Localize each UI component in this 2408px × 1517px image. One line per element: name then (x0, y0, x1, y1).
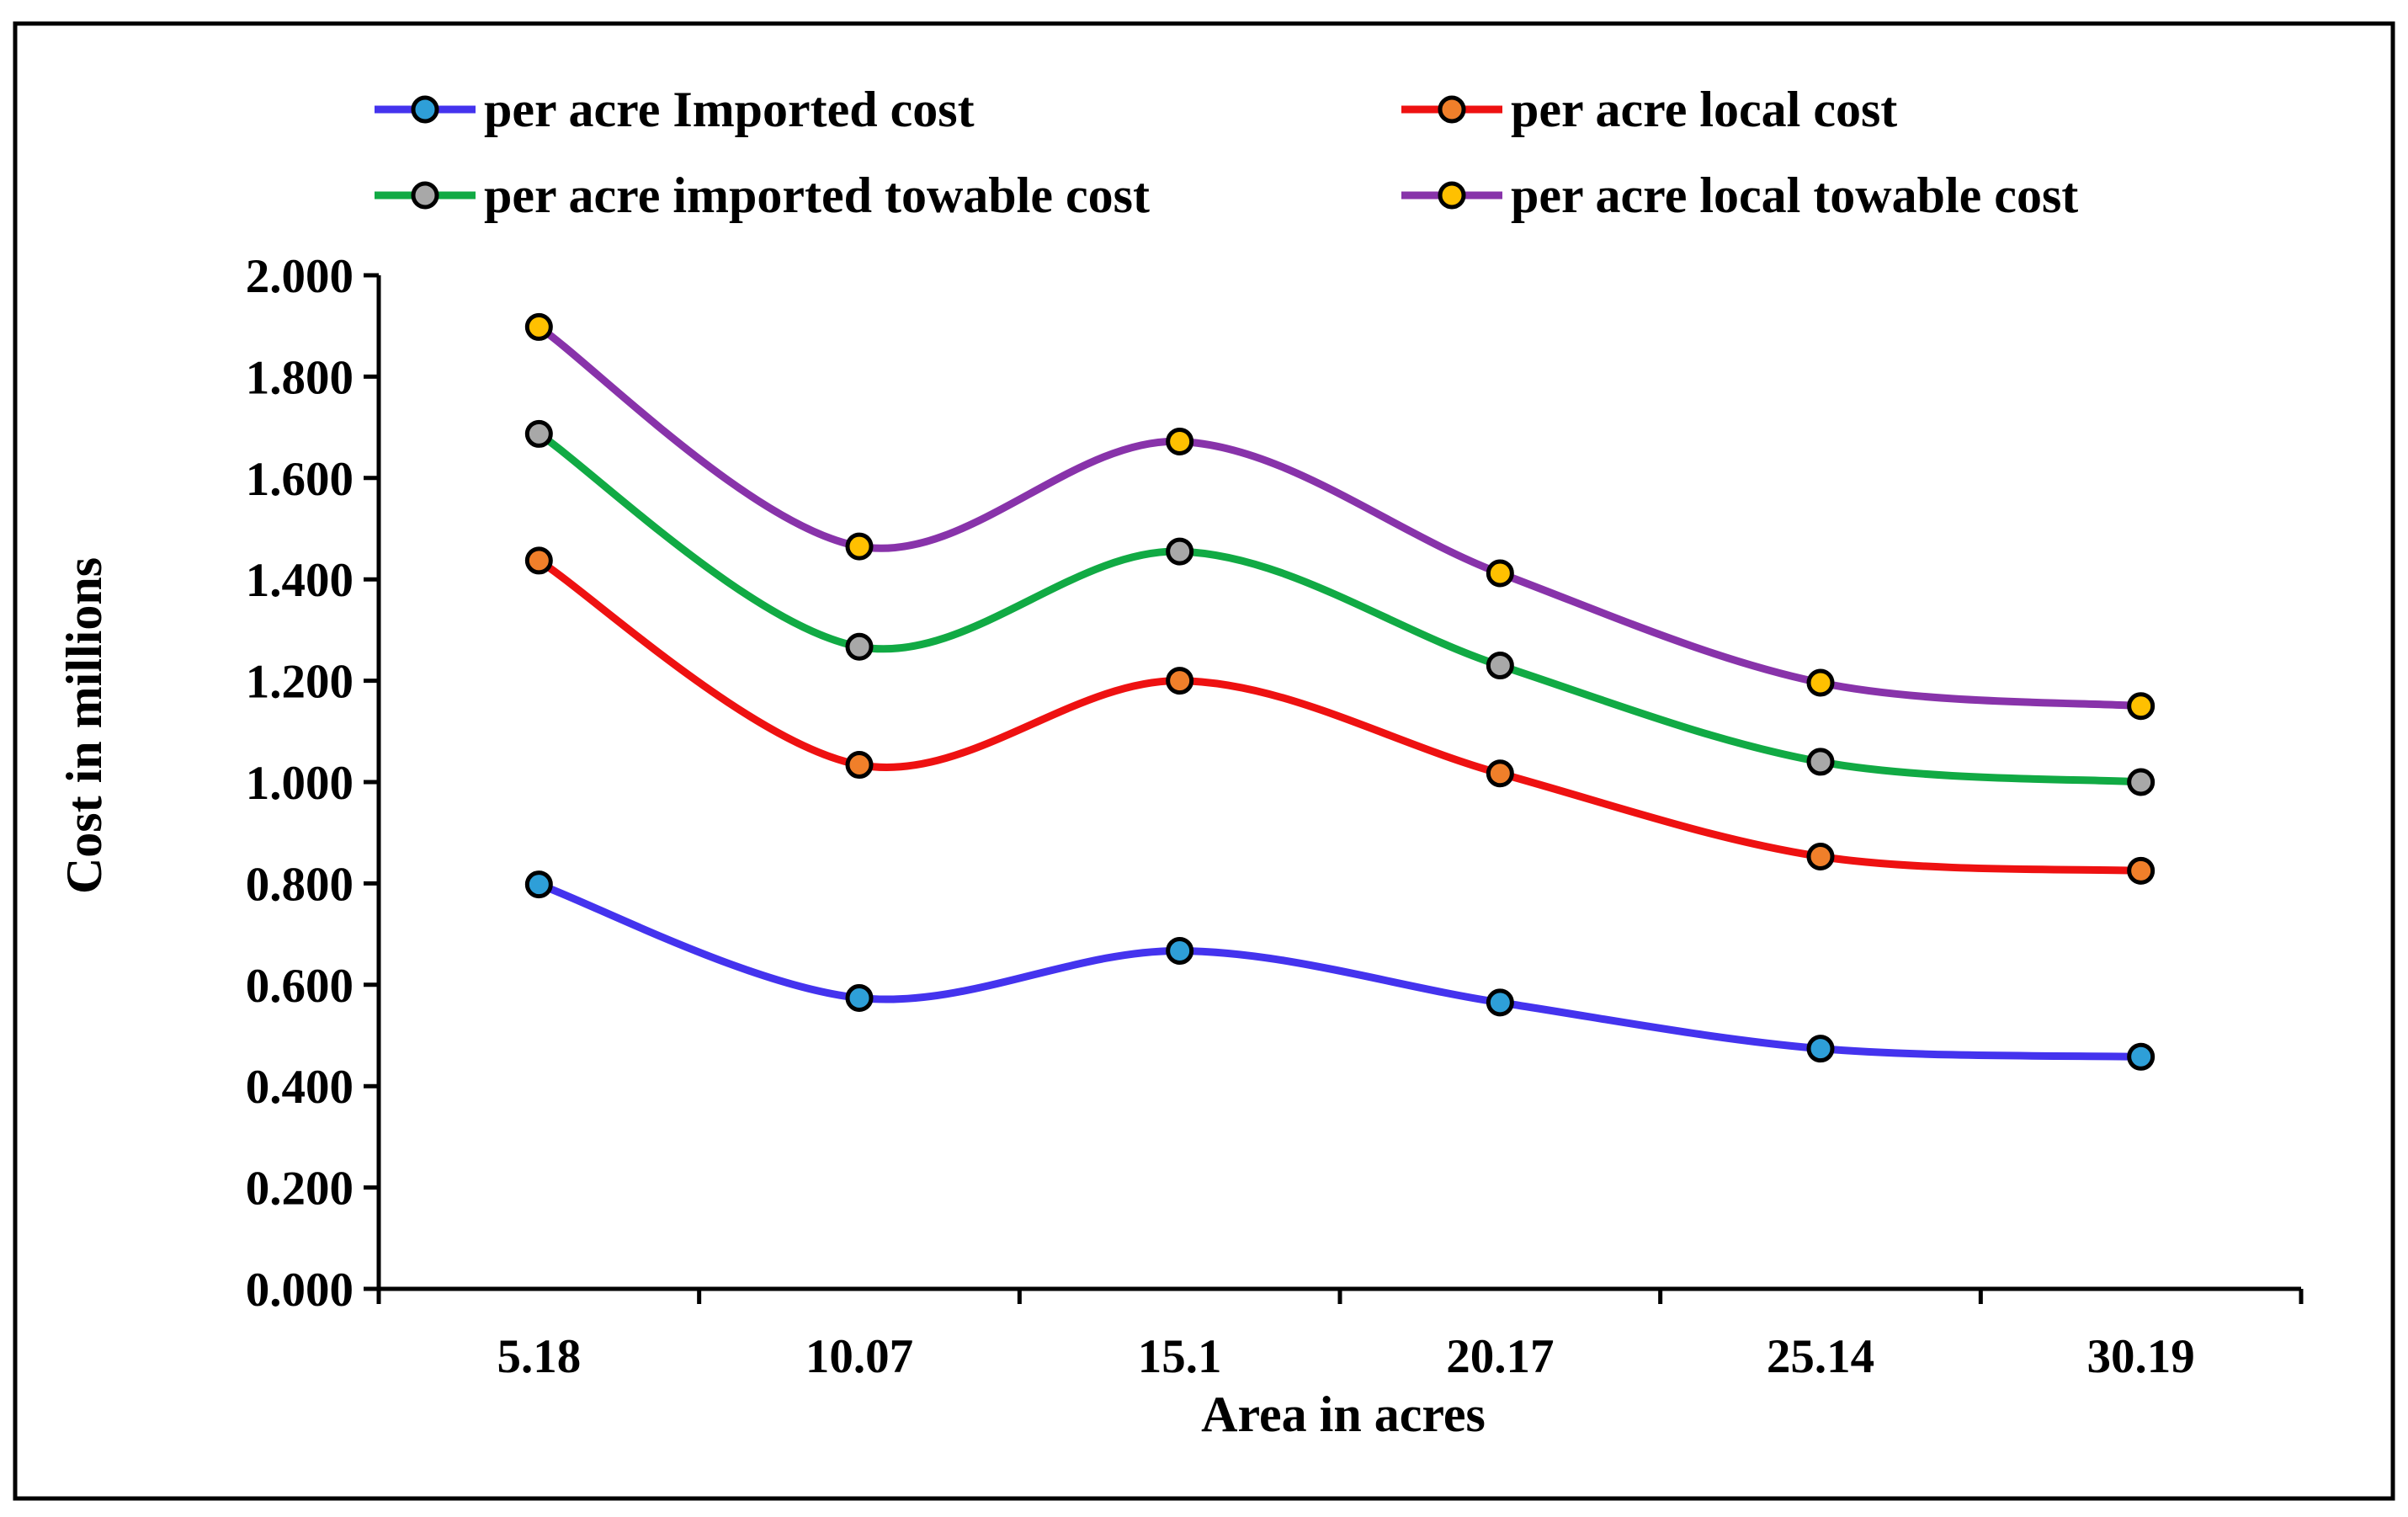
x-tick-label: 30.19 (2087, 1330, 2195, 1383)
x-tick-label: 10.07 (805, 1330, 913, 1383)
y-tick-label: 2.000 (246, 250, 353, 303)
chart-border (13, 21, 2395, 1501)
y-axis-title: Cost in millions (56, 557, 112, 894)
data-point (1806, 1035, 1835, 1063)
series-line (534, 322, 2145, 711)
data-point (1166, 427, 1194, 455)
axes: 0.000 0.200 0.400 0.600 0.800 1.000 1.200 1.400… (246, 250, 2304, 1383)
legend-item: per acre local towable cost (1401, 168, 2078, 223)
series-layer (524, 312, 2156, 1071)
data-point (524, 546, 553, 575)
series-1 (524, 870, 2156, 1071)
legend-item: per acre imported towable cost (375, 168, 1150, 223)
data-point (845, 983, 874, 1012)
legend-marker (1438, 181, 1466, 210)
series-line (534, 556, 2145, 875)
series-4 (524, 312, 2156, 721)
y-tick-label: 1.400 (246, 554, 353, 607)
data-point (1486, 559, 1514, 588)
x-axis-title: Area in acres (1201, 1387, 1486, 1442)
legend: per acre Imported cost per acre local cos… (375, 82, 2078, 223)
y-tick-label: 0.800 (246, 858, 353, 911)
series-line (534, 881, 2145, 1061)
legend-label: per acre imported towable cost (484, 168, 1150, 223)
series-line (534, 429, 2145, 786)
legend-label: per acre Imported cost (484, 82, 975, 137)
data-point (1486, 988, 1514, 1017)
data-point (1806, 842, 1835, 870)
data-point (2127, 1042, 2156, 1071)
legend-label: per acre local cost (1511, 82, 1897, 137)
x-tick-label: 25.14 (1767, 1330, 1874, 1383)
legend-marker (411, 181, 439, 210)
y-tick-label: 0.200 (246, 1163, 353, 1216)
data-point (1806, 748, 1835, 776)
data-point (1166, 936, 1194, 965)
data-point (1486, 759, 1514, 788)
data-point (2127, 856, 2156, 885)
data-point (1486, 652, 1514, 680)
y-tick-label: 0.600 (246, 960, 353, 1013)
x-tick-label: 15.1 (1138, 1330, 1222, 1383)
legend-item: per acre local cost (1401, 82, 1897, 137)
data-point (1806, 668, 1835, 697)
data-point (845, 532, 874, 561)
y-tick-label: 1.200 (246, 656, 353, 709)
data-point (845, 751, 874, 780)
x-tick-label: 20.17 (1446, 1330, 1554, 1383)
data-point (524, 312, 553, 341)
data-point (845, 632, 874, 661)
x-tick-label: 5.18 (497, 1330, 581, 1383)
data-point (524, 419, 553, 448)
legend-marker (411, 95, 439, 124)
data-point (2127, 692, 2156, 721)
legend-item: per acre Imported cost (375, 82, 975, 137)
y-tick-label: 1.600 (246, 453, 353, 506)
y-tick-label: 1.000 (246, 757, 353, 810)
data-point (1166, 537, 1194, 566)
data-point (524, 870, 553, 899)
legend-marker (1438, 95, 1466, 124)
legend-label: per acre local towable cost (1511, 168, 2078, 223)
series-3 (524, 419, 2156, 796)
y-tick-label: 1.800 (246, 351, 353, 404)
y-tick-label: 0.000 (246, 1264, 353, 1317)
y-tick-label: 0.400 (246, 1061, 353, 1114)
data-point (2127, 768, 2156, 796)
data-point (1166, 667, 1194, 695)
series-2 (524, 546, 2156, 885)
